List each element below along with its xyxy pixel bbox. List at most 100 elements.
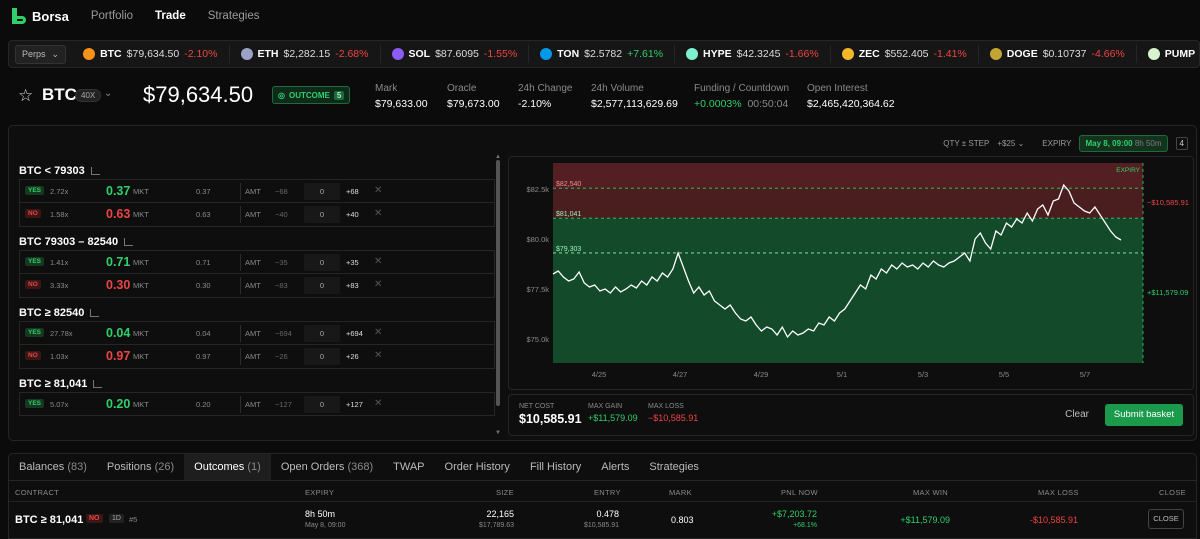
scrollbar-thumb[interactable] [496, 160, 500, 406]
chevron-down-icon[interactable]: ⌄ [104, 88, 113, 99]
step-select[interactable]: +$25 ⌄ [997, 138, 1025, 148]
tab-positions[interactable]: Positions (26) [97, 454, 184, 480]
market-title: BTC < 79303 [19, 164, 85, 177]
close-icon[interactable]: ✕ [374, 327, 383, 338]
market-group-title: BTC ≥ 82540 [19, 304, 495, 321]
expiry-remaining: 8h 50m [1134, 138, 1162, 148]
expiry-selector[interactable]: May 8, 09:00 8h 50m [1079, 134, 1168, 152]
submit-basket-button[interactable]: Submit basket [1105, 404, 1183, 426]
ticker-item-ton[interactable]: TON $2.5782 +7.61% [529, 45, 676, 63]
amount-input[interactable]: 0 [304, 396, 340, 413]
outcome-row-no[interactable]: NO 3.33x 0.30 MKT 0.30 AMT −83 0 +83 ✕ [19, 274, 495, 298]
tab-twap[interactable]: TWAP [383, 454, 434, 480]
stat-value: -2.10% [518, 98, 552, 110]
order-type[interactable]: MKT [133, 281, 149, 290]
tab-outcomes[interactable]: Outcomes (1) [184, 454, 271, 480]
ticker-item-sol[interactable]: SOL $87.6095 -1.55% [381, 45, 530, 63]
borsa-logo-icon [12, 8, 26, 24]
scroll-up-icon[interactable]: ▲ [495, 154, 501, 160]
tab-order-history[interactable]: Order History [435, 454, 520, 480]
tab-fill-history[interactable]: Fill History [520, 454, 591, 480]
outcome-row-yes[interactable]: YES 2.72x 0.37 MKT 0.37 AMT −68 0 +68 ✕ [19, 179, 495, 203]
order-type[interactable]: MKT [133, 210, 149, 219]
nav-trade[interactable]: Trade [155, 10, 186, 22]
amount-input[interactable]: 0 [304, 206, 340, 223]
close-icon[interactable]: ✕ [374, 208, 383, 219]
eth-coin-icon [240, 48, 253, 60]
tab-label: Alerts [601, 461, 630, 473]
limit-price[interactable]: 0.04 [196, 329, 211, 338]
chart-icon[interactable] [124, 237, 134, 246]
amount-input[interactable]: 0 [304, 254, 340, 271]
order-type[interactable]: MKT [133, 352, 149, 361]
order-type[interactable]: MKT [133, 187, 149, 196]
app-logo[interactable]: Borsa [12, 8, 69, 24]
close-icon[interactable]: ✕ [374, 185, 383, 196]
outcome-row-yes[interactable]: YES 1.41x 0.71 MKT 0.71 AMT −35 0 +35 ✕ [19, 250, 495, 274]
clear-button[interactable]: Clear [1065, 409, 1089, 420]
amount-input[interactable]: 0 [304, 325, 340, 342]
payoff-chart-svg: $82,540 $81,041 $79,303 $82.5k $80.0k $77.5k $… [526, 163, 1189, 379]
chart-icon[interactable] [90, 166, 100, 175]
ticker-item-pump[interactable]: PUMP$0.0019580+0.56% [1137, 45, 1199, 63]
markets-scrollbar[interactable]: ▲ ▼ [495, 154, 501, 436]
close-icon[interactable]: ✕ [374, 350, 383, 361]
close-icon[interactable]: ✕ [374, 279, 383, 290]
ticker-item-btc[interactable]: BTC $79,634.50 -2.10% [72, 45, 230, 63]
potential-payout: +127 [346, 400, 363, 409]
scroll-down-icon[interactable]: ▼ [495, 430, 501, 436]
outcome-row-no[interactable]: NO 1.03x 0.97 MKT 0.97 AMT −26 0 +26 ✕ [19, 345, 495, 369]
max-loss-value: −$10,585.91 [648, 413, 699, 423]
outcome-row-yes[interactable]: YES 5.07x 0.20 MKT 0.20 AMT −127 0 +127 ✕ [19, 392, 495, 416]
market-symbol[interactable]: BTC [42, 85, 77, 104]
ticker-item-hype[interactable]: HYPE $42.3245 -1.66% [675, 45, 831, 63]
ticker-item-doge[interactable]: DOGE $0.10737 -4.66% [979, 45, 1137, 63]
amount-input[interactable]: 0 [304, 348, 340, 365]
expiry-label: EXPIRY [1042, 138, 1072, 148]
outcome-row-no[interactable]: NO 1.58x 0.63 MKT 0.63 AMT −40 0 +40 ✕ [19, 203, 495, 227]
outcome-button[interactable]: ◎ OUTCOME 5 [272, 86, 351, 104]
tab-alerts[interactable]: Alerts [591, 454, 639, 480]
ticker-change: -1.41% [933, 48, 967, 60]
chart-icon[interactable] [90, 308, 100, 317]
ticker-symbol: DOGE [1006, 48, 1038, 60]
row-max-win: +$11,579.09 [900, 515, 950, 525]
order-type[interactable]: MKT [133, 258, 149, 267]
outcome-price: 0.30 [106, 278, 131, 292]
favorite-star-icon[interactable]: ☆ [18, 86, 34, 105]
close-icon[interactable]: ✕ [374, 256, 383, 267]
expiry-key[interactable]: 4 [1175, 136, 1188, 150]
amount-input[interactable]: 0 [304, 183, 340, 200]
close-position-button[interactable]: CLOSE [1148, 509, 1184, 529]
amount-input[interactable]: 0 [304, 277, 340, 294]
perps-dropdown[interactable]: Perps ⌄ [15, 44, 67, 64]
expiry-label: EXPIRY [1116, 167, 1140, 174]
tab-strategies[interactable]: Strategies [639, 454, 709, 480]
chart-icon[interactable] [93, 379, 103, 388]
nav-portfolio[interactable]: Portfolio [90, 10, 134, 22]
limit-price[interactable]: 0.30 [196, 281, 211, 290]
limit-price[interactable]: 0.20 [196, 400, 211, 409]
tab-open-orders[interactable]: Open Orders (368) [271, 454, 383, 480]
tab-label: Positions [106, 461, 152, 473]
nav-strategies[interactable]: Strategies [207, 10, 260, 22]
limit-price[interactable]: 0.97 [196, 352, 211, 361]
last-price: $79,634.50 [143, 82, 254, 107]
loss-zone-upper [553, 163, 1143, 189]
close-icon[interactable]: ✕ [374, 398, 383, 409]
ticker-item-eth[interactable]: ETH $2,282.15 -2.68% [230, 45, 381, 63]
outcome-row-yes[interactable]: YES 27.78x 0.04 MKT 0.04 AMT −694 0 +694 ✕ [19, 321, 495, 345]
limit-price[interactable]: 0.37 [196, 187, 211, 196]
limit-price[interactable]: 0.71 [196, 258, 211, 267]
order-type[interactable]: MKT [133, 329, 149, 338]
tab-label: TWAP [393, 461, 425, 473]
ticker-symbol: BTC [100, 48, 122, 60]
gain-zone [553, 218, 1143, 363]
limit-price[interactable]: 0.63 [196, 210, 211, 219]
net-cost-label: NET COST [519, 403, 555, 410]
order-type[interactable]: MKT [133, 400, 149, 409]
ticker-item-zec[interactable]: ZEC $552.405 -1.41% [831, 45, 979, 63]
tab-count: (83) [67, 461, 87, 473]
stat-funding: Funding / Countdown +0.0003% 00:50:04 [694, 83, 789, 110]
tab-balances[interactable]: Balances (83) [9, 454, 97, 480]
